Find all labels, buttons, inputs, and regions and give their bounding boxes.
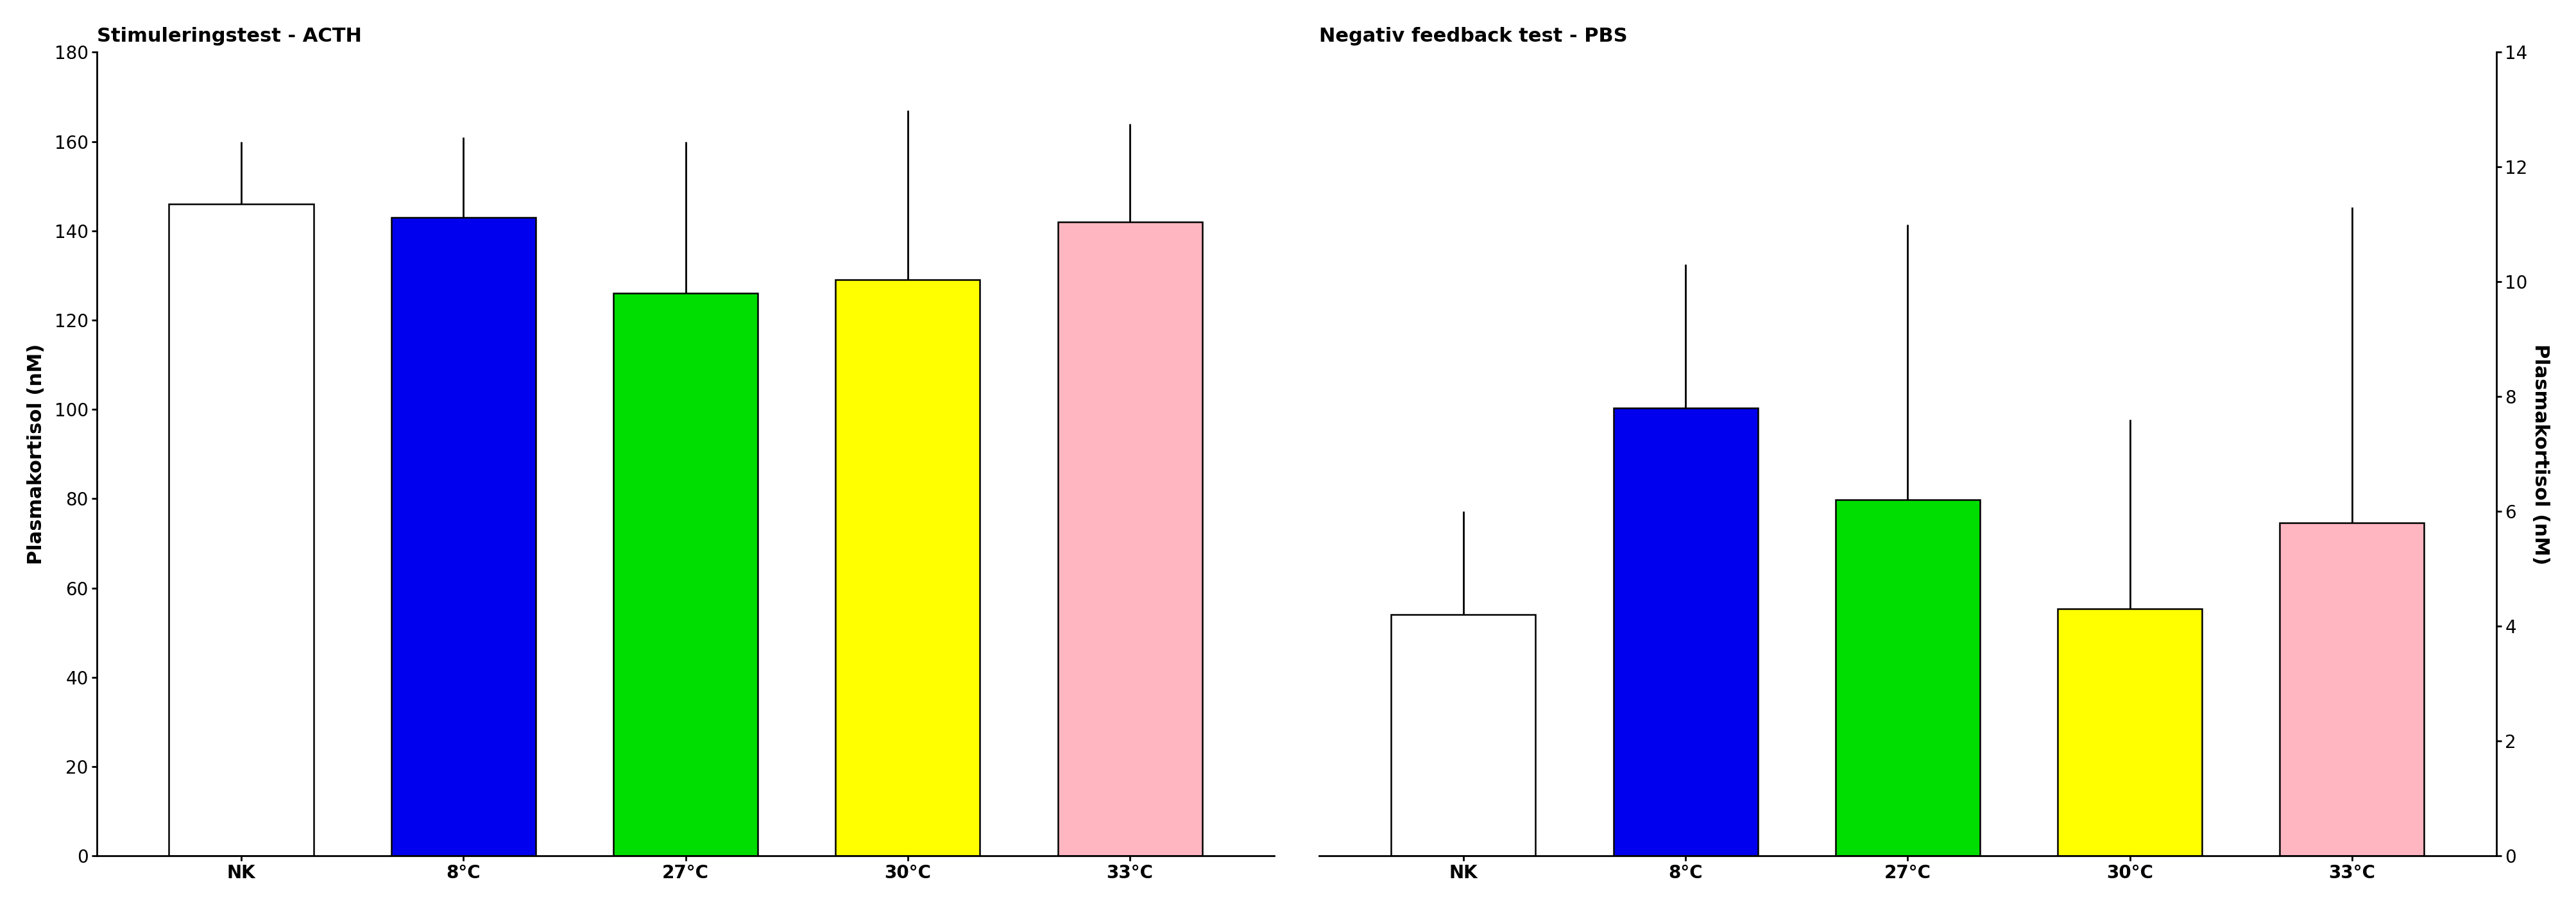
Bar <box>1391 614 1535 856</box>
Bar <box>613 294 757 856</box>
Y-axis label: Plasmakortisol (nM): Plasmakortisol (nM) <box>2530 344 2550 564</box>
Text: Negativ feedback test - PBS: Negativ feedback test - PBS <box>1319 26 1628 45</box>
Bar <box>835 280 979 856</box>
Text: Stimuleringstest - ACTH: Stimuleringstest - ACTH <box>98 26 361 45</box>
Bar <box>170 204 314 856</box>
Y-axis label: Plasmakortisol (nM): Plasmakortisol (nM) <box>26 344 46 564</box>
Bar <box>2058 609 2202 856</box>
Bar <box>1059 222 1203 856</box>
Bar <box>1613 408 1757 856</box>
Bar <box>1834 500 1978 856</box>
Bar <box>392 217 536 856</box>
Bar <box>2280 523 2424 856</box>
